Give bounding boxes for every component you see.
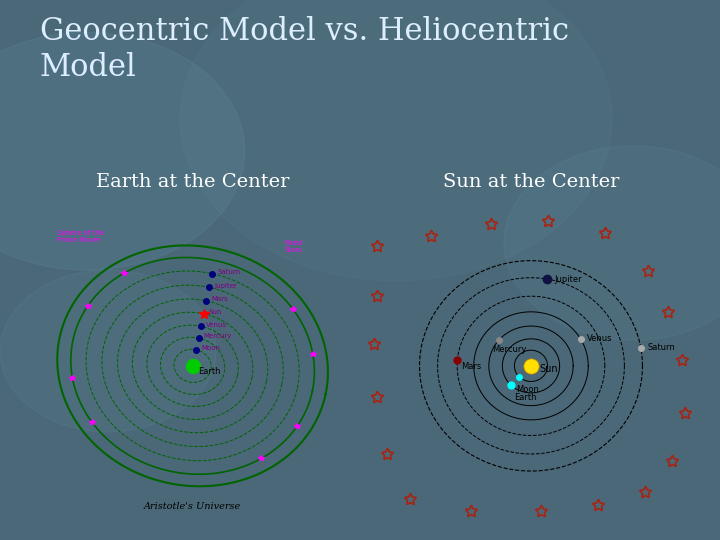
Text: Mars: Mars [461, 362, 481, 370]
Circle shape [0, 32, 245, 270]
Text: Fixed
Stars: Fixed Stars [284, 240, 302, 253]
Text: Aristotle's Universe: Aristotle's Universe [144, 502, 241, 511]
Text: Sun at the Center: Sun at the Center [443, 173, 619, 191]
Text: Jupiter: Jupiter [554, 274, 582, 284]
Text: Earth: Earth [198, 367, 220, 376]
Text: Earth: Earth [514, 393, 536, 402]
Text: Jupiter: Jupiter [215, 283, 237, 289]
Text: Moon: Moon [516, 385, 539, 394]
Text: Sphere of the
Prime Mover: Sphere of the Prime Mover [57, 230, 104, 243]
Text: Moon: Moon [201, 345, 220, 351]
Text: Venus: Venus [206, 322, 228, 328]
Text: Geocentric Model vs. Heliocentric
Model: Geocentric Model vs. Heliocentric Model [40, 16, 569, 83]
Text: Earth at the Center: Earth at the Center [96, 173, 289, 191]
Text: Saturn: Saturn [647, 343, 675, 352]
Text: Mercury: Mercury [492, 345, 526, 354]
Text: Mercury: Mercury [204, 333, 232, 339]
Text: Mars: Mars [212, 296, 228, 302]
Circle shape [504, 146, 720, 340]
Circle shape [180, 0, 612, 281]
Text: Sun: Sun [209, 309, 222, 315]
Text: Saturn: Saturn [217, 269, 240, 275]
Circle shape [0, 270, 216, 432]
Text: Venus: Venus [588, 334, 613, 343]
Text: Sun: Sun [539, 364, 558, 374]
